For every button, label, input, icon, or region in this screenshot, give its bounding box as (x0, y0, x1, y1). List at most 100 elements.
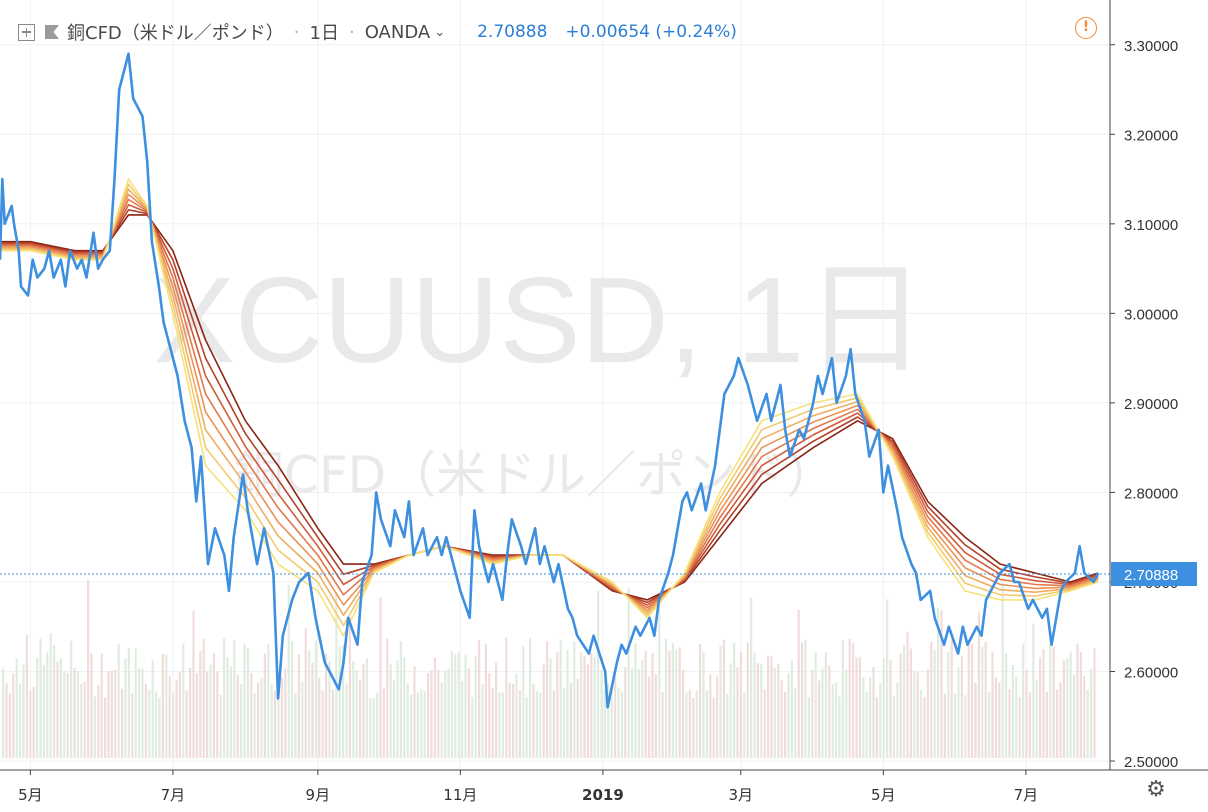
volume-bar (430, 670, 433, 758)
symbol-name[interactable]: 銅CFD（米ドル／ポンド） (67, 23, 284, 44)
volume-bar (634, 643, 637, 758)
volume-bar (56, 661, 59, 758)
x-tick-label: 11月 (443, 786, 477, 804)
volume-bar (223, 638, 226, 758)
volume-bar (175, 679, 178, 758)
volume-bar (699, 643, 702, 758)
volume-bar (899, 653, 902, 758)
volume-bar (8, 693, 11, 758)
volume-bar (787, 673, 790, 758)
volume-bar (464, 654, 467, 758)
volume-bar (110, 670, 113, 758)
volume-bar (1062, 660, 1065, 758)
volume-bar (148, 689, 151, 758)
x-tick-label: 7月 (1014, 786, 1039, 804)
volume-bar (195, 673, 198, 758)
volume-bar (209, 664, 212, 758)
volume-bar (165, 654, 168, 758)
y-tick-label: 3.00000 (1124, 306, 1178, 323)
volume-bar (471, 696, 474, 758)
volume-bar (158, 697, 161, 758)
volume-bar (685, 692, 688, 758)
volume-bar (580, 652, 583, 758)
volume-bar (756, 663, 759, 758)
volume-bar (5, 683, 8, 758)
interval-label[interactable]: 1日 (309, 23, 339, 44)
volume-bar (410, 694, 413, 758)
volume-bar (172, 693, 175, 758)
volume-bar (651, 652, 654, 758)
volume-bar (416, 692, 419, 758)
volume-bar (916, 672, 919, 758)
last-price-badge: 2.70888 (1111, 562, 1197, 587)
volume-bar (665, 638, 668, 758)
volume-bar (484, 643, 487, 758)
volume-bar (73, 668, 76, 758)
y-tick-label: 2.50000 (1124, 754, 1178, 771)
flag-icon[interactable] (45, 25, 59, 39)
volume-bar (906, 631, 909, 758)
price-series (0, 52, 1100, 709)
volume-bar (369, 697, 372, 758)
volume-bar (549, 658, 552, 758)
volume-bar (280, 677, 283, 758)
volume-bar (977, 612, 980, 758)
y-axis[interactable]: 3.30000 3.20000 3.10000 3.00000 2.90000 2.800… (1110, 38, 1178, 771)
volume-bar (702, 652, 705, 758)
volume-bar (682, 669, 685, 758)
volume-bar (586, 664, 589, 758)
volume-bar (304, 628, 307, 758)
volume-bar (76, 670, 79, 758)
volume-bar (331, 689, 334, 758)
volume-bar (926, 669, 929, 758)
volume-bar (359, 679, 362, 758)
volume-bar (308, 650, 311, 758)
volume-bar (654, 674, 657, 758)
volume-bar (750, 597, 753, 758)
volume-bar (763, 689, 766, 758)
volume-bar (199, 650, 202, 758)
volume-bar (661, 692, 664, 758)
volume-bar (1069, 651, 1072, 758)
volume-bar (1011, 665, 1014, 758)
volume-bar (270, 684, 273, 758)
volume-bar (226, 657, 229, 758)
volume-bar (607, 683, 610, 758)
volume-bar (444, 670, 447, 758)
volume-bar (338, 646, 341, 758)
x-axis[interactable]: 5月 7月 9月 11月 2019 3月 5月 7月 (18, 770, 1038, 804)
volume-bar (141, 668, 144, 758)
volume-bar (325, 653, 328, 758)
plus-square-icon[interactable] (18, 23, 35, 41)
volume-bar (104, 697, 107, 758)
volume-bar (559, 639, 562, 758)
volume-bar (903, 645, 906, 758)
volume-bar (991, 651, 994, 758)
volume-bar (352, 661, 355, 758)
volume-bar (386, 638, 389, 758)
volume-bar (705, 690, 708, 758)
volume-bar (498, 692, 501, 758)
volume-bar (828, 665, 831, 758)
volume-bar (852, 643, 855, 758)
chevron-down-icon[interactable]: ⌄ (434, 24, 446, 40)
volume-bar (675, 650, 678, 758)
volume-bar (433, 657, 436, 758)
volume-bar (964, 695, 967, 758)
gear-icon[interactable]: ⚙ (1146, 777, 1166, 802)
warning-icon[interactable]: ! (1075, 17, 1097, 39)
volume-bar (869, 676, 872, 758)
volume-bar (794, 687, 797, 758)
volume-bar (127, 648, 130, 758)
volume-bar (372, 697, 375, 758)
volume-bar (590, 652, 593, 758)
volume-bar (841, 640, 844, 758)
volume-bar (1066, 658, 1069, 758)
exchange-label[interactable]: OANDA (364, 21, 431, 43)
volume-bar (971, 643, 974, 758)
volume-bar (70, 640, 73, 758)
volume-bar (481, 684, 484, 758)
volume-bar (90, 653, 93, 758)
volume-bar (644, 650, 647, 758)
